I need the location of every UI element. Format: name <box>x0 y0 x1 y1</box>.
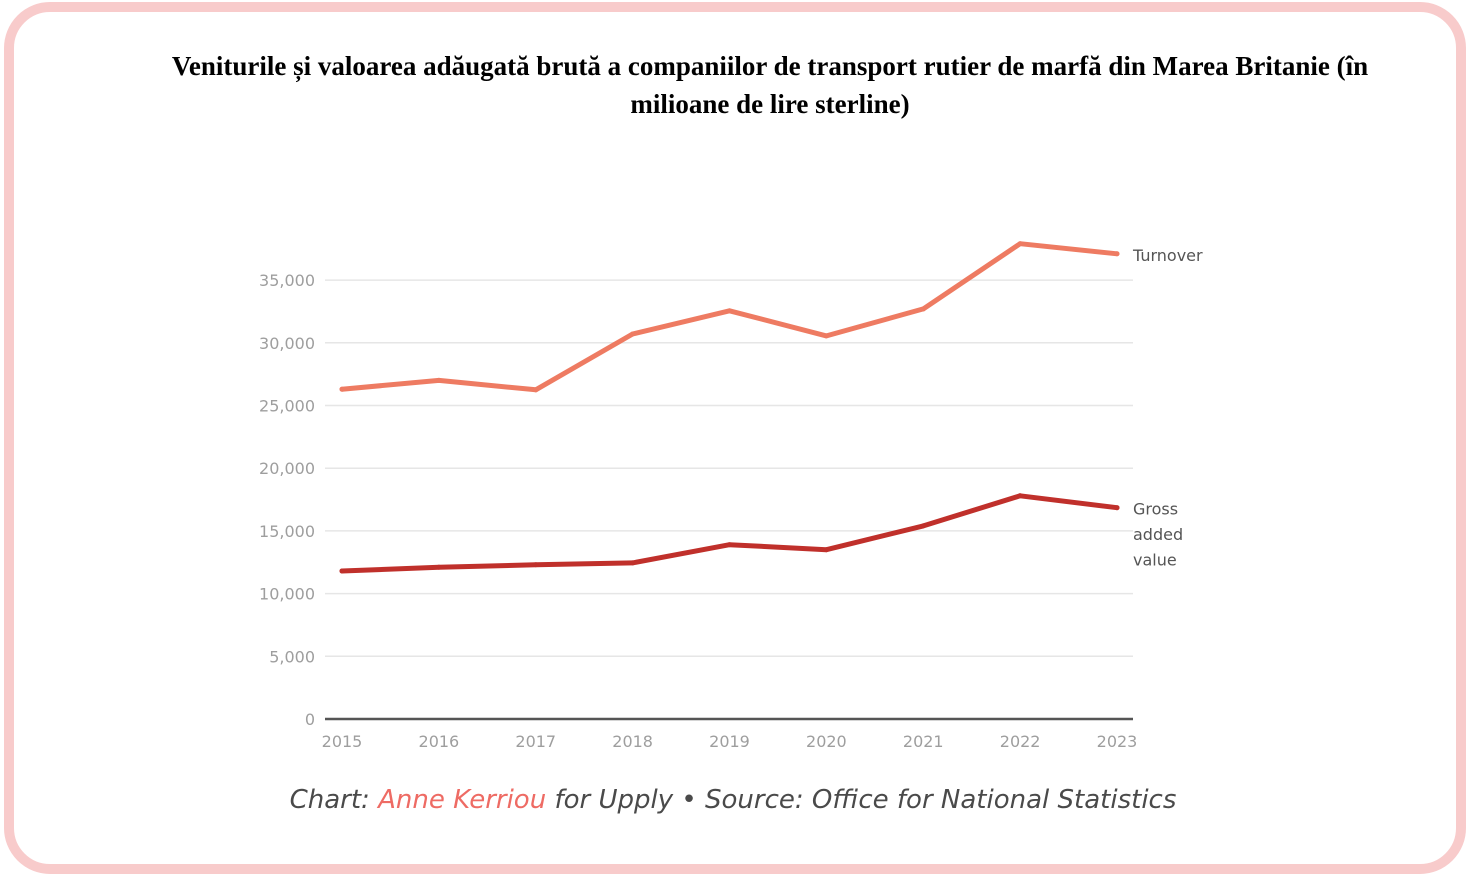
data-point <box>436 564 442 570</box>
data-point <box>727 542 732 548</box>
x-tick-label: 2017 <box>515 732 556 751</box>
data-point <box>920 523 926 529</box>
series-line-turnover <box>339 241 1120 393</box>
x-tick-label: 2018 <box>612 732 653 751</box>
x-tick-label: 2016 <box>419 732 460 751</box>
chart-caption: Chart: Anne Kerriou for Upply • Source: … <box>0 785 1466 815</box>
data-point <box>823 547 829 553</box>
x-tick-label: 2023 <box>1097 732 1138 751</box>
data-point <box>727 308 732 314</box>
data-point <box>630 331 636 337</box>
y-tick-label: 30,000 <box>259 334 315 353</box>
data-point <box>1114 251 1120 257</box>
data-point <box>823 333 829 339</box>
chart-card <box>4 2 1466 874</box>
y-tick-label: 20,000 <box>259 459 315 478</box>
data-point <box>436 377 442 383</box>
series-label: Turnover <box>1132 246 1203 265</box>
y-tick-label: 0 <box>305 710 315 729</box>
y-tick-label: 25,000 <box>259 397 315 416</box>
data-point <box>630 560 636 566</box>
x-tick-label: 2022 <box>1000 732 1041 751</box>
caption-source: Source: Office for National Statistics <box>705 785 1177 815</box>
data-point <box>1114 505 1120 511</box>
series-label: Gross added value <box>1133 500 1183 570</box>
data-point <box>920 306 926 312</box>
y-tick-label: 15,000 <box>259 522 315 541</box>
data-point <box>533 387 539 393</box>
x-tick-label: 2015 <box>322 732 363 751</box>
caption-middle: for Upply • <box>546 785 705 815</box>
gridlines <box>325 279 1133 721</box>
y-tick-label: 10,000 <box>259 585 315 604</box>
series-labels: Turnover Gross added value <box>1132 246 1203 570</box>
series-line-gross-added-value <box>339 493 1120 574</box>
data-point <box>1017 493 1023 499</box>
y-tick-label: 35,000 <box>259 271 315 290</box>
data-point <box>339 386 345 392</box>
data-point <box>339 568 345 574</box>
data-point <box>533 562 539 568</box>
x-tick-label: 2021 <box>903 732 944 751</box>
caption-prefix: Chart: <box>289 785 379 815</box>
y-axis: 0 5,000 10,000 15,000 20,000 25,000 30,000 35,0… <box>259 271 315 729</box>
chart-title: Veniturile și valoarea adăugată brută a … <box>171 51 1369 119</box>
x-tick-label: 2019 <box>709 732 750 751</box>
x-tick-label: 2020 <box>806 732 847 751</box>
y-tick-label: 5,000 <box>269 647 315 666</box>
caption-author-link[interactable]: Anne Kerriou <box>378 785 547 815</box>
data-point <box>1017 241 1023 247</box>
x-axis: 2015 2016 2017 2018 2019 2020 2021 2022 2023 <box>322 732 1138 751</box>
series-group <box>339 241 1120 574</box>
